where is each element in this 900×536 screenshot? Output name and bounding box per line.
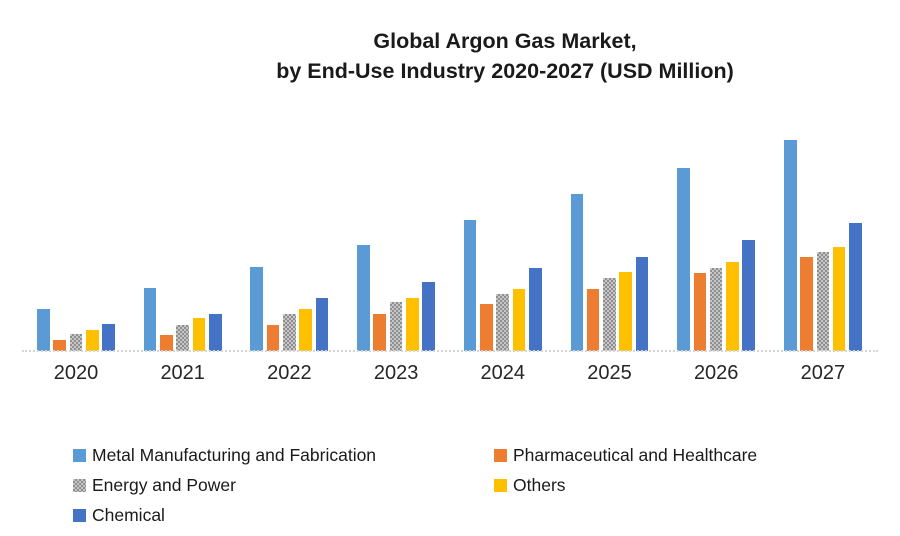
bar-energy-2023	[389, 302, 403, 351]
legend-swatch-pharma	[494, 448, 507, 462]
legend-item-energy: Energy and Power	[73, 474, 494, 496]
bar-pharma-2026	[693, 273, 707, 351]
chart-title-line1: Global Argon Gas Market,	[373, 29, 637, 53]
bar-chemical-2022	[315, 298, 329, 351]
plot-area	[0, 121, 900, 351]
legend-swatch-metal	[73, 448, 86, 462]
legend-label-pharma: Pharmaceutical and Healthcare	[513, 445, 758, 465]
bar-chemical-2024	[529, 268, 542, 351]
bar-pharma-2025	[586, 289, 600, 351]
bar-chemical-2023	[422, 282, 435, 351]
bar-energy-2024	[496, 294, 510, 351]
bar-pharma-2021	[160, 335, 173, 351]
axis-label-2020: 2020	[53, 362, 99, 384]
legend-item-chemical: Chemical	[73, 504, 494, 526]
bar-chemical-2027	[849, 223, 862, 351]
bar-others-2024	[512, 289, 526, 351]
bar-others-2025	[619, 272, 633, 351]
bar-energy-2027	[816, 252, 830, 351]
bar-metal-2024	[463, 220, 477, 351]
bar-metal-2020	[37, 309, 50, 351]
legend-item-pharma: Pharmaceutical and Healthcare	[494, 444, 757, 466]
bar-others-2021	[192, 318, 206, 351]
bar-pharma-2020	[53, 340, 66, 351]
legend: Metal Manufacturing and Fabrication Pharm…	[73, 444, 757, 526]
chart-title-line2: by End-Use Industry 2020-2027 (USD Milli…	[276, 59, 734, 83]
axis-label-2027: 2027	[800, 362, 846, 384]
bar-pharma-2022	[266, 325, 280, 351]
axis-label-2023: 2023	[373, 362, 419, 384]
bar-others-2020	[85, 330, 99, 351]
legend-swatch-chemical	[73, 508, 86, 522]
legend-item-metal: Metal Manufacturing and Fabrication	[73, 444, 494, 466]
bar-chemical-2025	[635, 257, 649, 351]
bar-energy-2020	[69, 334, 83, 351]
legend-label-others: Others	[513, 475, 566, 495]
legend-label-energy: Energy and Power	[92, 475, 236, 495]
x-axis-labels: 2020 2021 2022 2023 2024 2025 2026 2027	[0, 362, 900, 392]
legend-item-others: Others	[494, 474, 757, 496]
bar-metal-2022	[250, 267, 264, 351]
bar-metal-2027	[783, 140, 797, 351]
legend-swatch-energy	[73, 478, 86, 492]
legend-label-metal: Metal Manufacturing and Fabrication	[92, 445, 377, 465]
bar-energy-2026	[709, 268, 723, 351]
bar-others-2023	[406, 298, 419, 351]
bar-others-2026	[726, 262, 739, 351]
bar-metal-2021	[143, 288, 157, 351]
axis-label-2026: 2026	[693, 362, 739, 384]
bar-pharma-2023	[373, 314, 387, 351]
legend-swatch-others	[494, 478, 507, 492]
bar-metal-2025	[570, 194, 584, 351]
bar-energy-2022	[283, 314, 296, 351]
bar-pharma-2027	[800, 257, 813, 351]
bar-chemical-2026	[742, 240, 756, 351]
x-axis-line	[22, 350, 878, 352]
bar-others-2022	[299, 309, 312, 351]
bar-energy-2021	[176, 325, 189, 351]
axis-label-2022: 2022	[267, 362, 312, 384]
bar-chemical-2021	[208, 314, 222, 351]
bar-pharma-2024	[480, 304, 493, 351]
bar-energy-2025	[603, 278, 616, 351]
axis-label-2021: 2021	[160, 362, 205, 384]
bar-chemical-2020	[102, 324, 115, 351]
bar-metal-2026	[677, 168, 690, 351]
axis-label-2024: 2024	[480, 362, 526, 384]
bar-metal-2023	[357, 245, 370, 351]
bar-others-2027	[832, 247, 846, 351]
axis-label-2025: 2025	[587, 362, 632, 384]
legend-label-chemical: Chemical	[92, 505, 165, 525]
chart-title: Global Argon Gas Market, by End-Use Indu…	[276, 26, 734, 86]
